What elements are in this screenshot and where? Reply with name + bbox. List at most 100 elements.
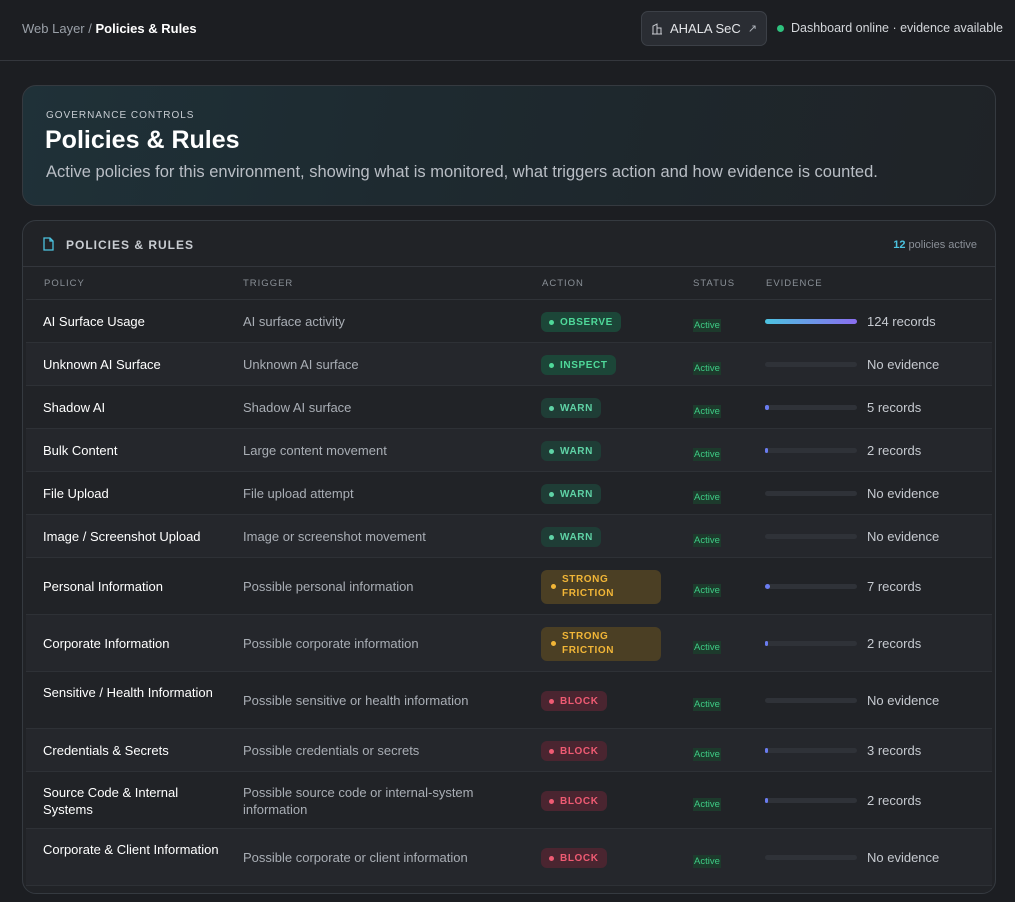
policy-name: Corporate Information <box>43 636 170 651</box>
status-cell: Active <box>693 444 721 461</box>
table-row[interactable]: Personal Information Possible personal in… <box>26 558 992 615</box>
breadcrumb-parent[interactable]: Web Layer <box>22 21 85 36</box>
column-header-policy[interactable]: POLICY <box>44 278 85 289</box>
action-badge: WARN <box>541 441 601 461</box>
table-row[interactable]: Shadow AI Shadow AI surface WARN Active 5 re… <box>26 386 992 429</box>
action-cell: BLOCK <box>541 848 607 868</box>
action-cell: WARN <box>541 484 601 504</box>
evidence-bar <box>765 855 857 860</box>
policy-name: Image / Screenshot Upload <box>43 529 201 544</box>
evidence-bar <box>765 491 857 496</box>
table-row[interactable]: Credentials & Secrets Possible credential… <box>26 729 992 772</box>
status-badge: Active <box>693 447 721 461</box>
column-header-trigger[interactable]: TRIGGER <box>243 278 294 289</box>
status-badge: Active <box>693 747 721 761</box>
action-cell: WARN <box>541 527 601 547</box>
panel-header: POLICIES & RULES 12 policies active <box>23 221 995 267</box>
status-badge: Active <box>693 318 721 332</box>
action-cell: STRONG FRICTION <box>541 569 661 604</box>
dashboard-status: Dashboard online · evidence available <box>777 21 1003 35</box>
action-label: OBSERVE <box>560 316 613 328</box>
policy-name: Source Code & Internal Systems <box>43 784 179 817</box>
action-label: WARN <box>560 445 593 457</box>
evidence-count: 5 records <box>867 400 922 415</box>
evidence-bar <box>765 641 857 646</box>
status-cell: Active <box>693 744 721 761</box>
brand-link-button[interactable]: AHALA SeC ↗ <box>641 11 767 46</box>
badge-dot-icon <box>549 405 554 411</box>
badge-dot-icon <box>549 698 554 704</box>
status-badge: Active <box>693 490 721 504</box>
table-row[interactable]: Corporate Information Possible corporate … <box>26 615 992 672</box>
badge-dot-icon <box>549 748 554 754</box>
table-row[interactable]: Corporate & Client Information Possible c… <box>26 829 992 886</box>
badge-dot-icon <box>549 362 554 368</box>
table-row[interactable]: AI Surface Usage AI surface activity OBSER… <box>26 300 992 343</box>
building-icon <box>651 22 662 34</box>
evidence-count: No evidence <box>867 486 940 501</box>
policy-name: Shadow AI <box>43 400 106 415</box>
policy-name: AI Surface Usage <box>43 314 145 329</box>
evidence-count: No evidence <box>867 357 940 372</box>
policy-name: File Upload <box>43 486 109 501</box>
action-badge: BLOCK <box>541 791 607 811</box>
action-label: BLOCK <box>560 695 599 707</box>
evidence-count: 124 records <box>867 314 936 329</box>
action-badge: OBSERVE <box>541 312 621 332</box>
trigger-text: Possible sensitive or health information <box>243 693 469 708</box>
policy-name: Credentials & Secrets <box>43 743 169 758</box>
trigger-text: Unknown AI surface <box>243 357 359 372</box>
action-cell: WARN <box>541 441 601 461</box>
panel-title: POLICIES & RULES <box>66 238 195 252</box>
action-label: WARN <box>560 531 593 543</box>
trigger-text: File upload attempt <box>243 486 354 501</box>
action-cell: BLOCK <box>541 791 607 811</box>
status-cell: Active <box>693 530 721 547</box>
action-label: BLOCK <box>560 745 599 757</box>
brand-label: AHALA SeC <box>669 21 741 36</box>
table-row[interactable]: Sensitive / Health Information Possible s… <box>26 672 992 729</box>
table-row[interactable]: File Upload File upload attempt WARN Active… <box>26 472 992 515</box>
table-row[interactable]: Image / Screenshot Upload Image or screen… <box>26 515 992 558</box>
evidence-bar <box>765 362 857 367</box>
evidence-bar <box>765 748 857 753</box>
breadcrumb: Web Layer / Policies & Rules <box>22 21 197 36</box>
status-cell: Active <box>693 401 721 418</box>
evidence-bar <box>765 798 857 803</box>
header-divider <box>26 299 992 300</box>
column-header-evidence[interactable]: EVIDENCE <box>766 278 823 289</box>
table-row[interactable]: Source Code & Internal Systems Possible s… <box>26 772 992 829</box>
active-count-suffix: policies active <box>905 239 978 251</box>
status-badge: Active <box>693 583 721 597</box>
status-badge: Active <box>693 640 721 654</box>
table-row[interactable]: Bulk Content Large content movement WARN Ac… <box>26 429 992 472</box>
status-cell: Active <box>693 487 721 504</box>
page-title: Policies & Rules <box>45 126 240 154</box>
action-label: WARN <box>560 402 593 414</box>
policy-name: Sensitive / Health Information <box>43 684 213 700</box>
badge-dot-icon <box>551 584 556 589</box>
trigger-text: Image or screenshot movement <box>243 529 426 544</box>
external-link-icon: ↗ <box>747 23 758 35</box>
column-header-status[interactable]: STATUS <box>693 278 736 289</box>
evidence-bar-fill <box>765 584 770 589</box>
evidence-count: No evidence <box>867 529 940 544</box>
breadcrumb-separator: / <box>84 21 96 36</box>
status-cell: Active <box>693 358 721 375</box>
column-header-action[interactable]: ACTION <box>542 278 584 289</box>
policy-name: Personal Information <box>43 579 163 594</box>
evidence-count: 2 records <box>867 636 922 651</box>
action-badge: STRONG FRICTION <box>541 626 661 661</box>
evidence-count: 7 records <box>867 579 922 594</box>
evidence-bar <box>765 534 857 539</box>
status-badge: Active <box>693 361 721 375</box>
status-cell: Active <box>693 580 721 597</box>
action-label: STRONG FRICTION <box>562 630 615 656</box>
trigger-text: Large content movement <box>243 443 387 458</box>
action-label: BLOCK <box>560 795 599 807</box>
table-row[interactable]: Unknown AI Surface Unknown AI surface INSP… <box>26 343 992 386</box>
status-badge: Active <box>693 854 721 868</box>
badge-dot-icon <box>549 491 554 497</box>
action-badge: WARN <box>541 398 601 418</box>
action-cell: INSPECT <box>541 355 616 375</box>
